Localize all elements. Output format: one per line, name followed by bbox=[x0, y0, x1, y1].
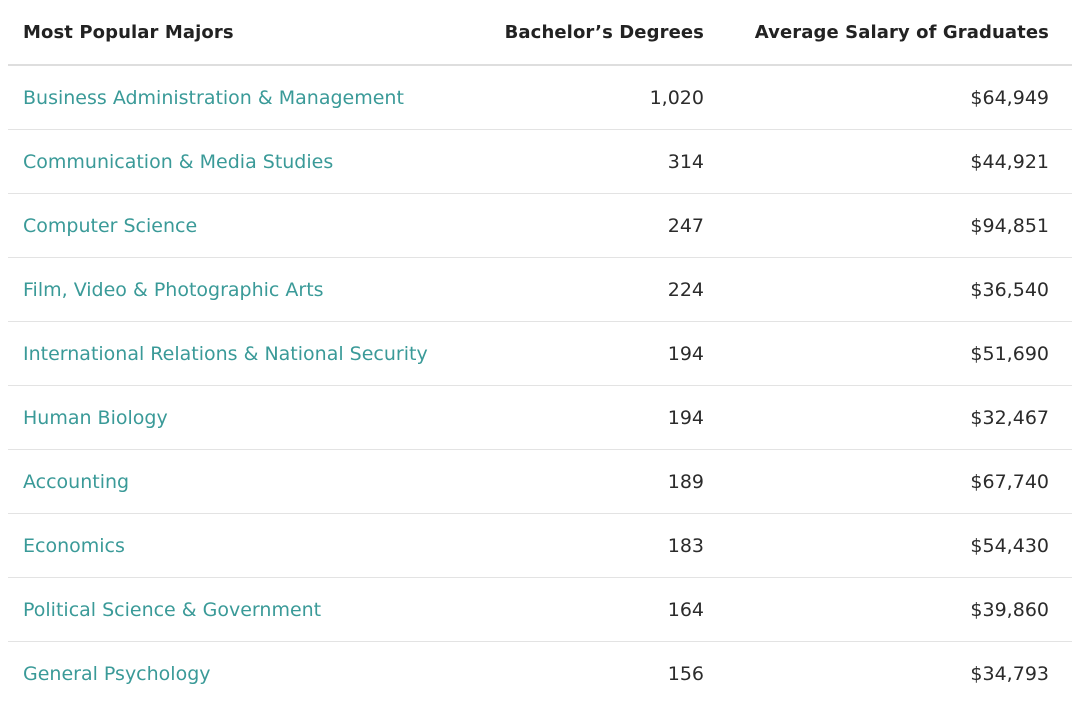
table-header-row: Most Popular Majors Bachelor’s Degrees A… bbox=[8, 0, 1072, 66]
degrees-cell: 314 bbox=[667, 150, 704, 173]
table-row: Film, Video & Photographic Arts 224 $36,… bbox=[8, 258, 1072, 322]
degrees-cell: 194 bbox=[667, 342, 704, 365]
table-row: Accounting 189 $67,740 bbox=[8, 450, 1072, 514]
major-cell: Computer Science bbox=[8, 215, 468, 237]
salary-cell: $32,467 bbox=[970, 406, 1049, 429]
degrees-cell: 247 bbox=[667, 214, 704, 237]
major-link[interactable]: General Psychology bbox=[23, 663, 211, 685]
salary-cell: $64,949 bbox=[970, 86, 1049, 109]
table-row: General Psychology 156 $34,793 bbox=[8, 642, 1072, 706]
majors-table: Most Popular Majors Bachelor’s Degrees A… bbox=[8, 0, 1072, 706]
major-link[interactable]: Business Administration & Management bbox=[23, 86, 404, 109]
major-link[interactable]: Human Biology bbox=[23, 406, 168, 429]
major-cell: Communication & Media Studies bbox=[8, 151, 468, 173]
table-row: Communication & Media Studies 314 $44,92… bbox=[8, 130, 1072, 194]
table-body: Business Administration & Management 1,0… bbox=[8, 66, 1072, 706]
major-cell: Film, Video & Photographic Arts bbox=[8, 279, 468, 301]
major-cell: Human Biology bbox=[8, 407, 468, 429]
degrees-cell: 183 bbox=[667, 534, 704, 557]
major-link[interactable]: Political Science & Government bbox=[23, 598, 322, 621]
degrees-cell: 189 bbox=[667, 470, 704, 493]
major-cell: Accounting bbox=[8, 471, 468, 493]
salary-cell: $54,430 bbox=[970, 534, 1049, 557]
major-link[interactable]: Computer Science bbox=[23, 214, 198, 237]
salary-cell: $44,921 bbox=[970, 150, 1049, 173]
major-cell: International Relations & National Secur… bbox=[8, 343, 468, 365]
salary-cell: $36,540 bbox=[970, 278, 1049, 301]
salary-cell: $39,860 bbox=[970, 598, 1049, 621]
major-link[interactable]: Communication & Media Studies bbox=[23, 150, 334, 173]
degrees-cell: 156 bbox=[667, 663, 704, 685]
salary-cell: $67,740 bbox=[970, 470, 1049, 493]
major-link[interactable]: Film, Video & Photographic Arts bbox=[23, 278, 324, 301]
header-major: Most Popular Majors bbox=[23, 21, 234, 43]
degrees-cell: 1,020 bbox=[649, 86, 704, 109]
table-row: International Relations & National Secur… bbox=[8, 322, 1072, 386]
table-row: Computer Science 247 $94,851 bbox=[8, 194, 1072, 258]
degrees-cell: 224 bbox=[667, 278, 704, 301]
degrees-cell: 164 bbox=[667, 598, 704, 621]
salary-cell: $94,851 bbox=[970, 214, 1049, 237]
degrees-cell: 194 bbox=[667, 406, 704, 429]
major-link[interactable]: International Relations & National Secur… bbox=[23, 342, 428, 365]
major-link[interactable]: Accounting bbox=[23, 470, 130, 493]
major-cell: General Psychology bbox=[8, 663, 468, 685]
major-link[interactable]: Economics bbox=[23, 534, 125, 557]
table-row: Economics 183 $54,430 bbox=[8, 514, 1072, 578]
header-degrees: Bachelor’s Degrees bbox=[504, 21, 704, 43]
header-salary: Average Salary of Graduates bbox=[754, 21, 1049, 43]
major-cell: Economics bbox=[8, 535, 468, 557]
table-row: Business Administration & Management 1,0… bbox=[8, 66, 1072, 130]
salary-cell: $51,690 bbox=[970, 342, 1049, 365]
major-cell: Business Administration & Management bbox=[8, 87, 468, 109]
table-row: Political Science & Government 164 $39,8… bbox=[8, 578, 1072, 642]
table-row: Human Biology 194 $32,467 bbox=[8, 386, 1072, 450]
major-cell: Political Science & Government bbox=[8, 599, 468, 621]
salary-cell: $34,793 bbox=[970, 663, 1049, 685]
